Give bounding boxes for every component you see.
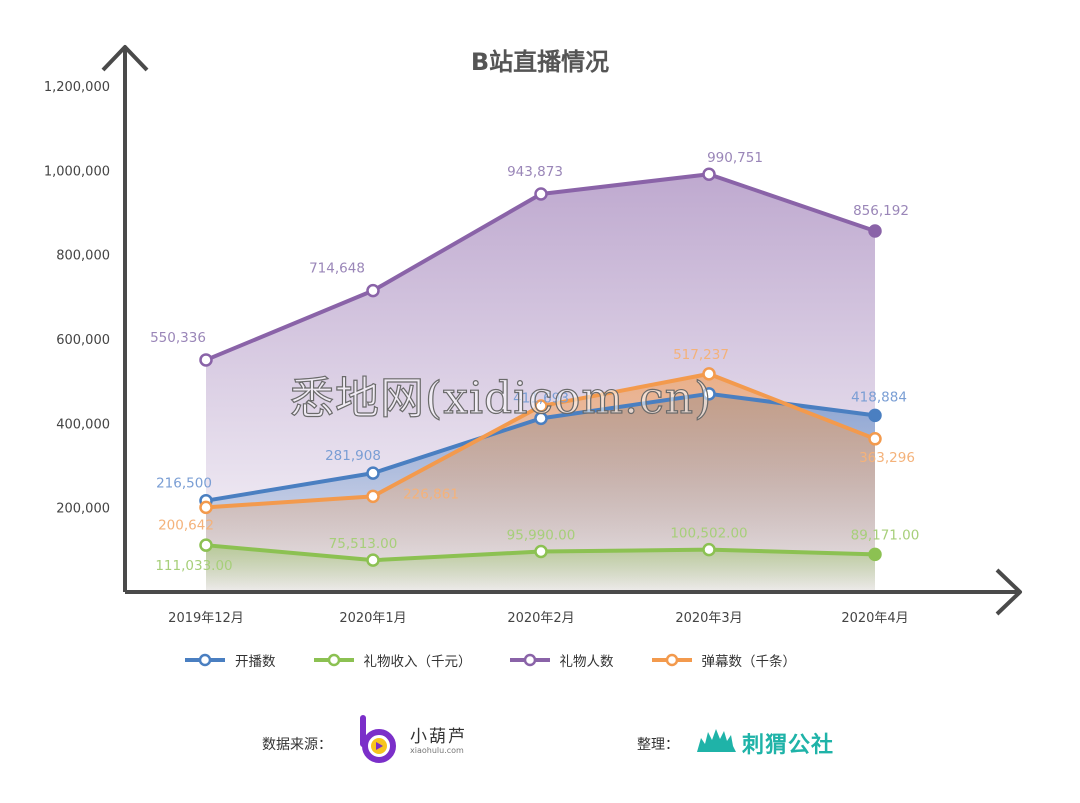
- data-label: 89,171.00: [851, 527, 920, 543]
- data-point[interactable]: [702, 387, 716, 401]
- y-tick-label: 200,000: [56, 502, 110, 517]
- source-label: 数据来源：: [262, 737, 332, 753]
- watermark: 悉地网(xidicom.cn): [289, 372, 713, 424]
- source-name: 小葫芦: [410, 727, 467, 747]
- x-tick-label: 2019年12月: [168, 611, 244, 626]
- data-point[interactable]: [366, 466, 380, 480]
- x-tick-label: 2020年4月: [841, 611, 908, 626]
- legend-item-gift-users[interactable]: 礼物人数: [509, 650, 614, 670]
- series-area: [206, 545, 875, 592]
- y-tick-label: 400,000: [56, 417, 110, 432]
- data-point[interactable]: [199, 538, 213, 552]
- y-tick-label: 800,000: [56, 249, 110, 264]
- data-label: 411,693: [513, 390, 569, 406]
- y-tick-label: 1,000,000: [44, 164, 110, 179]
- series-area: [206, 373, 875, 592]
- data-point[interactable]: [366, 283, 380, 298]
- data-label: 990,751: [707, 150, 763, 166]
- data-point[interactable]: [868, 432, 882, 446]
- data-label: 856,192: [853, 203, 909, 219]
- data-point[interactable]: [366, 489, 380, 504]
- y-tick-label: 1,200,000: [44, 80, 110, 95]
- legend-item-kaibo[interactable]: 开播数: [185, 650, 276, 670]
- data-point[interactable]: [534, 411, 548, 426]
- data-point[interactable]: [868, 224, 882, 238]
- xiaohulu-logo-icon: [360, 715, 396, 763]
- data-label: 550,336: [150, 330, 206, 346]
- x-tick-label: 2020年1月: [339, 611, 406, 626]
- x-tick-label: 2020年2月: [507, 611, 574, 626]
- legend-item-gift-income[interactable]: 礼物收入（千元）: [313, 650, 472, 670]
- data-label: 281,908: [325, 448, 381, 464]
- data-label: 943,873: [507, 164, 563, 180]
- organizer-label: 整理：: [637, 737, 679, 753]
- data-label: 75,513.00: [329, 536, 398, 552]
- data-point[interactable]: [199, 353, 213, 367]
- organizer-name: 刺猬公社: [742, 733, 835, 758]
- data-label: 111,033.00: [155, 558, 232, 574]
- legend: 开播数 礼物收入（千元） 礼物人数 弹幕数（千条）: [185, 650, 834, 670]
- data-point[interactable]: [868, 547, 882, 562]
- data-point[interactable]: [534, 544, 548, 559]
- data-label: 226,861: [403, 486, 459, 502]
- footer: 数据来源： 小葫芦 xiaohulu.com 整理： 刺猬公社: [0, 710, 1080, 770]
- source-url: xiaohulu.com: [410, 746, 464, 755]
- data-label: 216,500: [156, 476, 212, 492]
- data-label: 363,296: [859, 450, 915, 466]
- legend-label: 开播数: [235, 654, 276, 670]
- legend-label: 礼物收入（千元）: [363, 654, 472, 670]
- x-tick-label: 2020年3月: [675, 611, 742, 626]
- data-label: 95,990.00: [507, 528, 576, 544]
- data-label: 418,884: [851, 389, 907, 405]
- data-point[interactable]: [702, 542, 716, 557]
- data-label: 100,502.00: [670, 526, 747, 542]
- legend-label: 礼物人数: [559, 654, 614, 670]
- y-tick-label: 600,000: [56, 333, 110, 348]
- legend-marker-icon: [313, 653, 354, 667]
- legend-marker-icon: [651, 653, 692, 667]
- data-point[interactable]: [702, 367, 716, 381]
- data-label: 517,237: [673, 347, 729, 363]
- data-point[interactable]: [199, 500, 213, 515]
- data-point[interactable]: [534, 399, 548, 413]
- legend-marker-icon: [185, 653, 225, 667]
- legend-label: 弹幕数（千条）: [701, 654, 797, 670]
- hedgehog-logo-icon: [697, 729, 736, 752]
- legend-marker-icon: [509, 653, 550, 667]
- data-point[interactable]: [534, 187, 548, 201]
- data-point[interactable]: [702, 167, 716, 181]
- legend-item-danmaku[interactable]: 弹幕数（千条）: [651, 650, 797, 670]
- data-label: 200,642: [158, 517, 214, 533]
- chart: B站直播情况 1,200,000 1,000,000 800,000 600,000 4…: [44, 45, 1022, 626]
- chart-title: B站直播情况: [471, 48, 609, 76]
- data-point[interactable]: [868, 408, 882, 423]
- data-point[interactable]: [366, 553, 380, 567]
- axes: [101, 45, 1022, 616]
- data-label: 714,648: [309, 261, 365, 277]
